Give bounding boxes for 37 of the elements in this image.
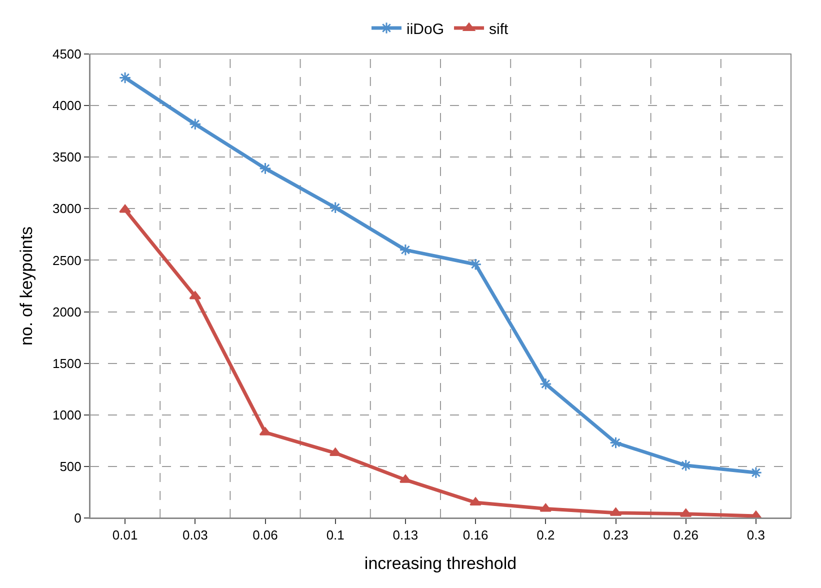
point (469, 258, 482, 270)
x-tick-label: 0.16 (462, 528, 488, 543)
y-tick-label: 0 (74, 510, 82, 526)
point (540, 378, 552, 390)
y-tick-label: 1000 (52, 407, 82, 422)
legend-label: iiDoG (406, 20, 444, 38)
point (259, 162, 272, 175)
y-tick-label: 2000 (52, 304, 82, 320)
x-tick-label: 0.26 (673, 528, 699, 543)
y-tick-label: 4000 (52, 98, 82, 114)
x-tick-label: 0.3 (746, 528, 765, 543)
y-tick-label: 2500 (52, 252, 82, 268)
point (119, 204, 131, 213)
y-tick-label: 4500 (52, 46, 82, 62)
point (329, 201, 342, 214)
point (329, 448, 342, 456)
x-axis-title: increasing threshold (364, 554, 517, 573)
y-tick-label: 3000 (52, 201, 82, 216)
y-tick-label: 3500 (52, 150, 82, 165)
y-tick-label: 1500 (52, 356, 82, 371)
legend-label: sift (489, 20, 510, 38)
x-tick-label: 0.13 (392, 528, 418, 543)
point (118, 72, 132, 84)
y-tick-label: 500 (60, 458, 82, 474)
x-tick-label: 0.06 (252, 528, 278, 543)
point (189, 118, 202, 130)
x-tick-label: 0.1 (326, 528, 344, 543)
point (610, 436, 622, 449)
y-axis-title: no. of keypoints (17, 226, 36, 346)
x-tick-label: 0.01 (112, 528, 138, 543)
point (540, 503, 552, 512)
point (470, 497, 482, 506)
x-tick-label: 0.03 (182, 528, 208, 543)
x-tick-label: 0.2 (536, 528, 555, 543)
point (680, 459, 692, 472)
point (399, 244, 412, 256)
x-tick-label: 0.23 (603, 528, 628, 543)
